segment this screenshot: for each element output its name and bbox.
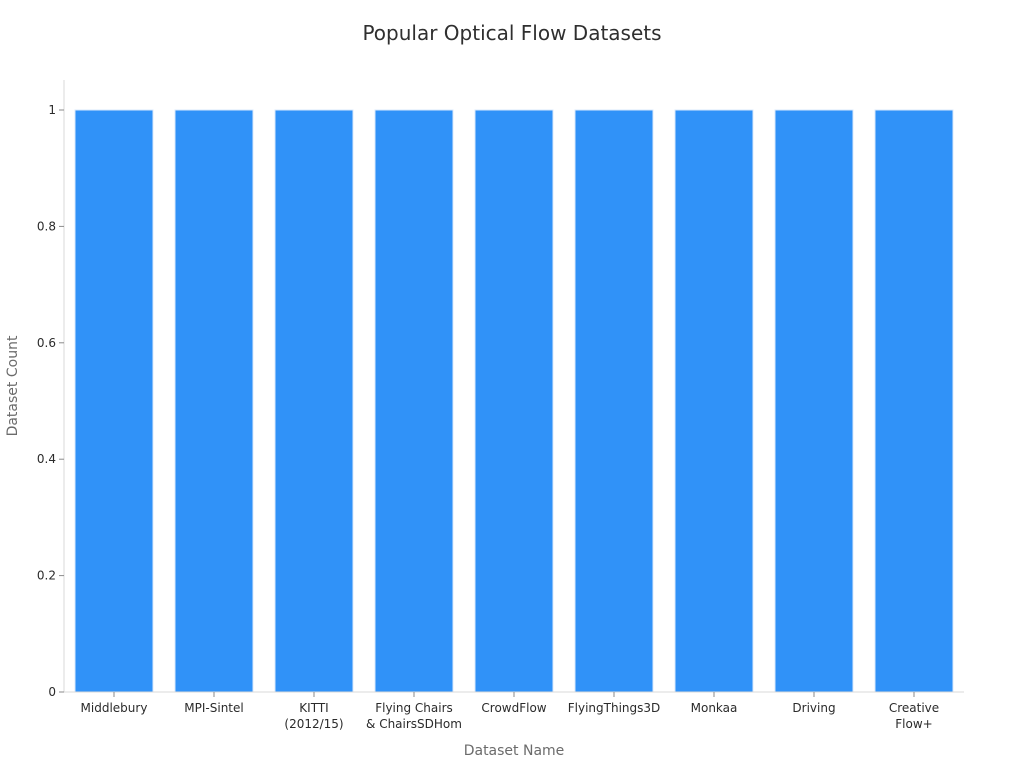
y-tick-label-3: 0.4 — [37, 452, 56, 466]
x-tick-label-6: FlyingThings3D — [568, 701, 661, 715]
x-tick-label-line-7-1: Monkaa — [691, 701, 738, 715]
bars-layer — [74, 109, 954, 693]
x-tick-label-line-3-1: KITTI — [299, 701, 328, 715]
x-tick-label-line-3-2: (2012/15) — [284, 717, 343, 731]
x-tick-label-1: Middlebury — [81, 701, 148, 715]
x-axis-title: Dataset Name — [464, 743, 565, 759]
y-tick-label-1: 0 — [48, 685, 56, 699]
x-tick-label-line-5-1: CrowdFlow — [481, 701, 546, 715]
x-tick-label-2: MPI-Sintel — [184, 701, 243, 715]
x-tick-label-9: Creative Flow+ — [889, 701, 939, 731]
x-tick-label-line-9-2: Flow+ — [895, 717, 932, 731]
x-tick-label-line-2-1: MPI-Sintel — [184, 701, 243, 715]
x-tick-label-line-1-1: Middlebury — [81, 701, 148, 715]
bar-6 — [574, 109, 654, 693]
y-tick-label-4: 0.6 — [37, 336, 56, 350]
bar-2 — [174, 109, 254, 693]
bar-4 — [374, 109, 454, 693]
bar-7 — [674, 109, 754, 693]
ticks-layer: Middlebury MPI-Sintel KITTI (2012/15) Flying… — [37, 103, 939, 731]
x-tick-label-line-4-1: Flying Chairs — [375, 701, 453, 715]
x-tick-label-3: KITTI (2012/15) — [284, 701, 343, 731]
x-tick-label-7: Monkaa — [691, 701, 738, 715]
chart-title: Popular Optical Flow Datasets — [362, 21, 661, 45]
bar-1 — [74, 109, 154, 693]
y-tick-label-2: 0.2 — [37, 569, 56, 583]
bar-9 — [874, 109, 954, 693]
x-tick-label-5: CrowdFlow — [481, 701, 546, 715]
y-tick-label-6: 1 — [48, 103, 56, 117]
x-tick-label-line-9-1: Creative — [889, 701, 939, 715]
x-tick-label-line-4-2: & ChairsSDHom — [366, 717, 462, 731]
x-tick-label-line-6-1: FlyingThings3D — [568, 701, 661, 715]
bar-3 — [274, 109, 354, 693]
x-tick-label-line-8-1: Driving — [792, 701, 835, 715]
x-tick-label-8: Driving — [792, 701, 835, 715]
bar-5 — [474, 109, 554, 693]
bar-8 — [774, 109, 854, 693]
y-tick-label-5: 0.8 — [37, 219, 56, 233]
x-tick-label-4: Flying Chairs & ChairsSDHom — [366, 701, 462, 731]
y-axis-title: Dataset Count — [5, 335, 21, 436]
